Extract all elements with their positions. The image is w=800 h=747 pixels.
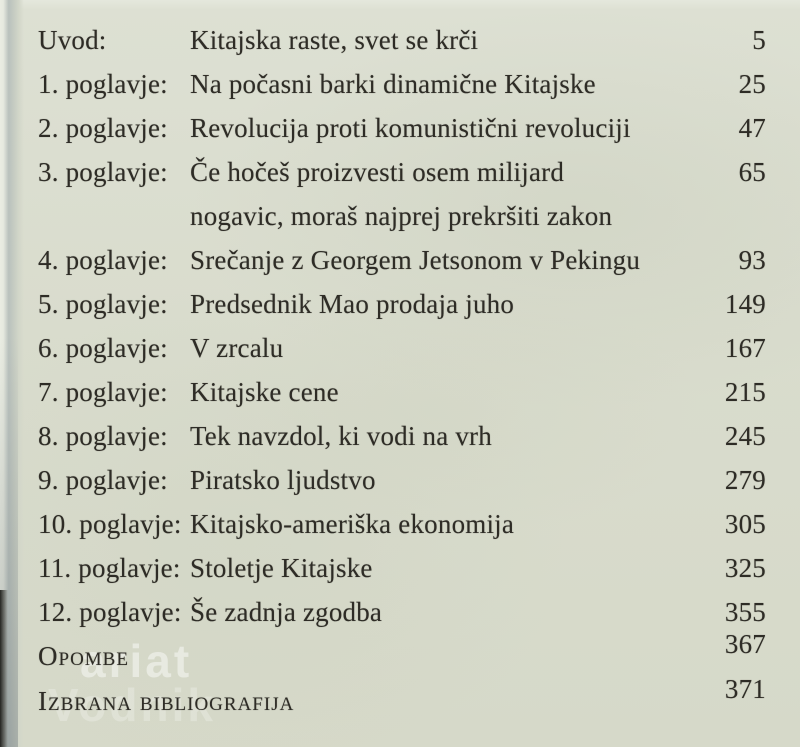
toc-title: Kitajske cene (190, 377, 339, 407)
toc-title: Piratsko ljudstvo (190, 465, 376, 495)
toc-title: Če hočeš proizvesti osem milijard (190, 157, 565, 187)
toc-label: 11. poglavje: (38, 553, 181, 583)
toc-label: 5. poglavje: (38, 289, 168, 319)
toc-row-bibliografija: Izbrana bibliografija 371 (38, 674, 766, 724)
toc-label: Uvod: (38, 25, 107, 55)
toc-page-number: 305 (724, 509, 766, 539)
toc-label: 12. poglavje: (38, 597, 182, 627)
toc-row-ch4: 4. poglavje: Srečanje z Georgem Jetsonom… (38, 238, 766, 282)
toc-title-line2: nogavic, moraš najprej prekršiti zakon (190, 201, 613, 231)
toc-row-ch8: 8. poglavje: Tek navzdol, ki vodi na vrh… (38, 414, 766, 458)
toc-page-number: 245 (724, 421, 766, 451)
toc-label: Opombe (38, 641, 129, 671)
toc-label: 4. poglavje: (38, 245, 168, 275)
toc-page-number: 367 (724, 629, 766, 659)
toc-page-number: 215 (724, 377, 766, 407)
toc-label: Izbrana bibliografija (38, 686, 295, 716)
toc-title: Predsednik Mao prodaja juho (190, 289, 515, 319)
toc-label: 3. poglavje: (38, 157, 168, 187)
toc-title: V zrcalu (190, 333, 284, 363)
toc-row-ch6: 6. poglavje: V zrcalu 167 (38, 326, 766, 370)
toc-label: 6. poglavje: (38, 333, 168, 363)
toc-title: Kitajska raste, svet se krči (190, 25, 479, 55)
toc-title: Srečanje z Georgem Jetsonom v Pekingu (190, 245, 641, 275)
toc-title: Stoletje Kitajske (190, 553, 373, 583)
table-of-contents: Uvod: Kitajska raste, svet se krči 5 1. … (38, 18, 766, 724)
toc-label: 8. poglavje: (38, 421, 168, 451)
toc-page-number: 47 (738, 113, 766, 143)
toc-page-number: 5 (752, 25, 766, 55)
toc-title: Na počasni barki dinamične Kitajske (190, 69, 596, 99)
toc-page-empty (694, 194, 766, 238)
toc-row-opombe: Opombe 367 (38, 629, 766, 679)
toc-page-number: 65 (738, 157, 766, 187)
toc-page-number: 167 (724, 333, 766, 363)
toc-row-ch12: 12. poglavje: Še zadnja zgodba 355 (38, 590, 766, 634)
toc-page-number: 325 (724, 553, 766, 583)
toc-title: Kitajsko-ameriška ekonomija (190, 509, 515, 539)
toc-row-ch3-continuation: nogavic, moraš najprej prekršiti zakon (38, 194, 766, 238)
toc-label: 10. poglavje: (38, 509, 182, 539)
toc-page-number: 149 (724, 289, 766, 319)
toc-row-ch2: 2. poglavje: Revolucija proti komunistič… (38, 106, 766, 150)
toc-label: 7. poglavje: (38, 377, 168, 407)
toc-row-ch11: 11. poglavje: Stoletje Kitajske 325 (38, 546, 766, 590)
toc-page-number: 355 (724, 597, 766, 627)
toc-row-ch9: 9. poglavje: Piratsko ljudstvo 279 (38, 458, 766, 502)
toc-row-uvod: Uvod: Kitajska raste, svet se krči 5 (38, 18, 766, 62)
toc-label: 9. poglavje: (38, 465, 168, 495)
toc-title: Še zadnja zgodba (190, 597, 383, 627)
toc-label: 1. poglavje: (38, 69, 168, 99)
photo-dark-corner (0, 590, 8, 747)
toc-row-ch3: 3. poglavje: Če hočeš proizvesti osem mi… (38, 150, 766, 194)
toc-row-ch1: 1. poglavje: Na počasni barki dinamične … (38, 62, 766, 106)
toc-page-number: 25 (738, 69, 766, 99)
toc-label-empty (38, 194, 190, 238)
toc-title: Tek navzdol, ki vodi na vrh (190, 421, 492, 451)
page-top-light-edge (0, 0, 800, 10)
toc-page-number: 279 (724, 465, 766, 495)
toc-page-number: 371 (724, 674, 766, 704)
toc-label: 2. poglavje: (38, 113, 168, 143)
toc-title: Revolucija proti komunistični revoluciji (190, 113, 631, 143)
toc-page-number: 93 (738, 245, 766, 275)
toc-row-ch7: 7. poglavje: Kitajske cene 215 (38, 370, 766, 414)
toc-row-ch5: 5. poglavje: Predsednik Mao prodaja juho… (38, 282, 766, 326)
toc-row-ch10: 10. poglavje: Kitajsko-ameriška ekonomij… (38, 502, 766, 546)
